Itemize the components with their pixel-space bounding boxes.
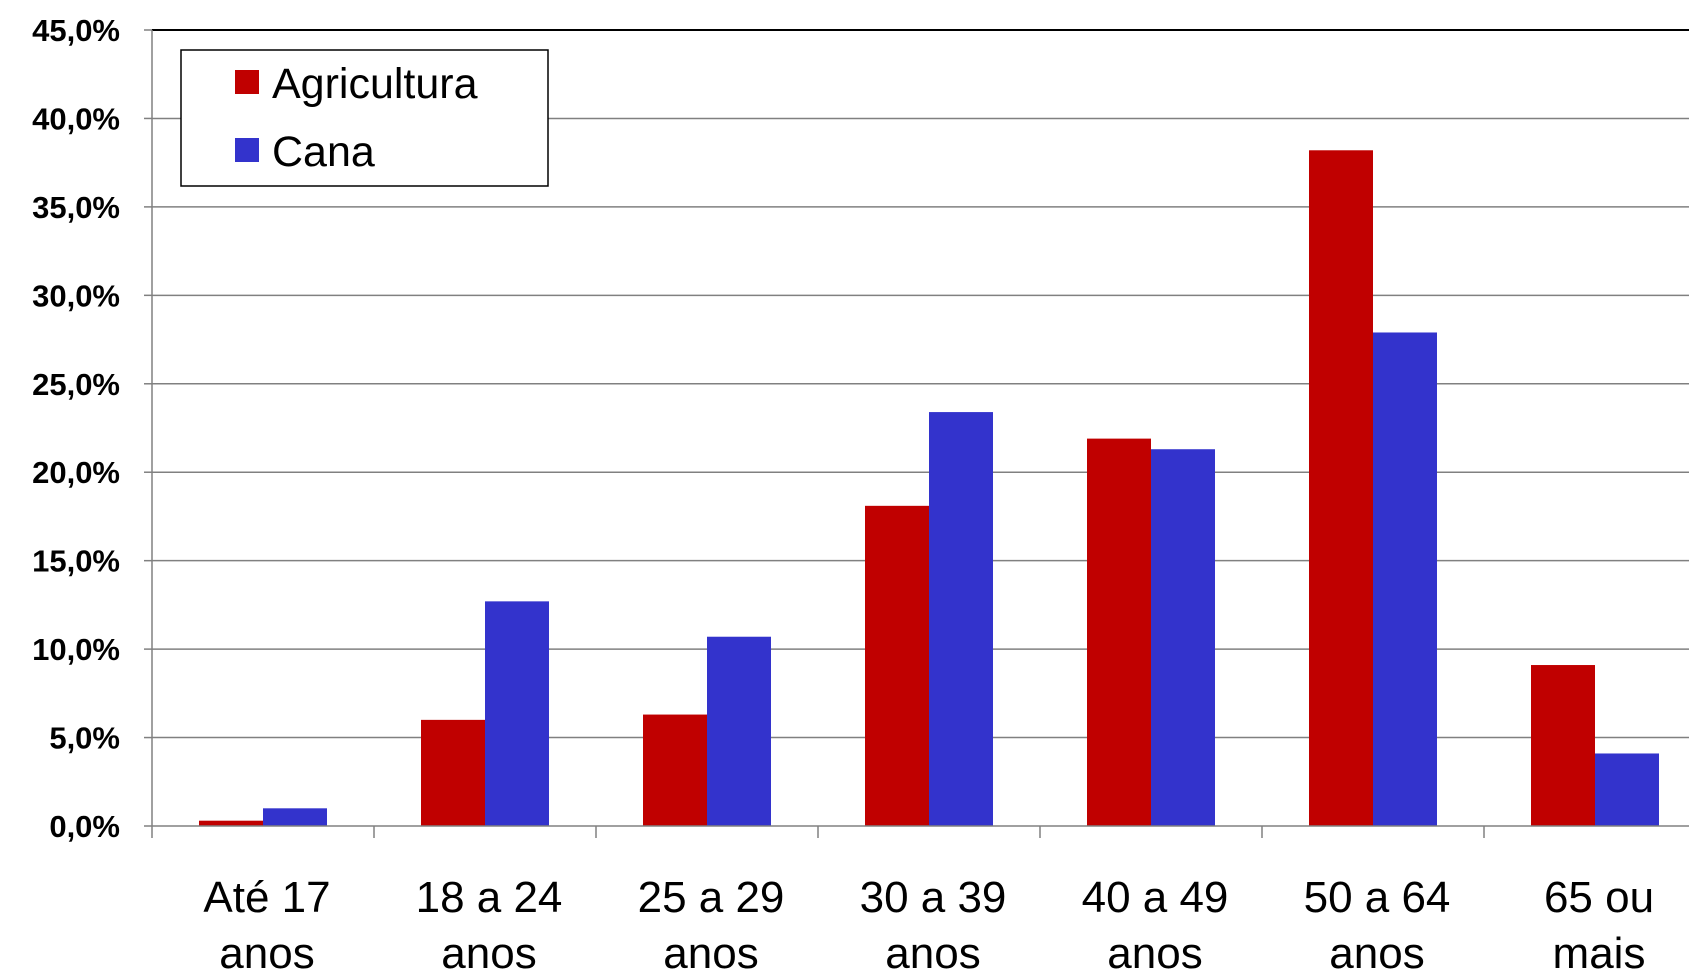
y-tick-label: 25,0% <box>32 367 120 402</box>
bar-cana-6 <box>1595 753 1659 826</box>
bar-agricultura-3 <box>865 505 929 826</box>
x-tick-label: anos <box>219 929 314 971</box>
legend-label-cana: Cana <box>272 128 375 176</box>
x-tick-label: 30 a 39 <box>860 873 1007 922</box>
bar-agricultura-5 <box>1309 150 1373 827</box>
x-tick-label: anos <box>1329 929 1424 971</box>
y-tick-label: 5,0% <box>49 721 120 756</box>
bar-agricultura-1 <box>421 719 485 826</box>
x-tick-label: Até 17 <box>203 873 330 922</box>
y-tick-label: 0,0% <box>49 809 120 844</box>
axes <box>144 29 1689 838</box>
y-tick-label: 40,0% <box>32 101 120 136</box>
legend-swatch-agricultura <box>235 70 259 94</box>
x-tick-label: 40 a 49 <box>1082 873 1229 922</box>
y-tick-label: 15,0% <box>32 544 120 579</box>
x-tick-label: anos <box>441 929 536 971</box>
x-tick-label: 65 ou <box>1544 873 1654 922</box>
x-tick-label: anos <box>1107 929 1202 971</box>
bar-agricultura-4 <box>1087 438 1151 826</box>
legend: Agricultura Cana <box>180 49 549 187</box>
bar-cana-5 <box>1373 332 1437 826</box>
bar-agricultura-2 <box>643 714 707 826</box>
x-tick-label: 50 a 64 <box>1304 873 1451 922</box>
bar-cana-3 <box>929 412 993 826</box>
legend-swatch-cana <box>235 138 259 162</box>
bar-cana-0 <box>263 808 327 826</box>
bar-cana-2 <box>707 636 771 826</box>
bars <box>199 150 1659 827</box>
bar-agricultura-6 <box>1531 665 1595 826</box>
y-tick-label: 30,0% <box>32 278 120 313</box>
legend-label-agricultura: Agricultura <box>272 60 478 108</box>
x-tick-label: anos <box>663 929 758 971</box>
x-tick-label: 18 a 24 <box>416 873 563 922</box>
x-tick-label: anos <box>885 929 980 971</box>
y-tick-label: 20,0% <box>32 455 120 490</box>
y-tick-label: 35,0% <box>32 190 120 225</box>
bar-cana-4 <box>1151 449 1215 826</box>
gridlines <box>152 29 1689 739</box>
x-tick-label: 25 a 29 <box>638 873 785 922</box>
bar-agricultura-0 <box>199 820 263 826</box>
x-tick-labels: Até 17 anos 18 a 24 anos 25 a 29 anos 30 a 39 a… <box>203 873 1654 971</box>
bar-cana-1 <box>485 601 549 826</box>
x-tick-label: mais <box>1553 929 1646 971</box>
y-tick-label: 10,0% <box>32 632 120 667</box>
y-tick-label: 45,0% <box>32 13 120 48</box>
y-tick-labels: 0,0% 5,0% 10,0% 15,0% 20,0% 25,0% 30,0% 35,0% 40… <box>32 13 120 844</box>
